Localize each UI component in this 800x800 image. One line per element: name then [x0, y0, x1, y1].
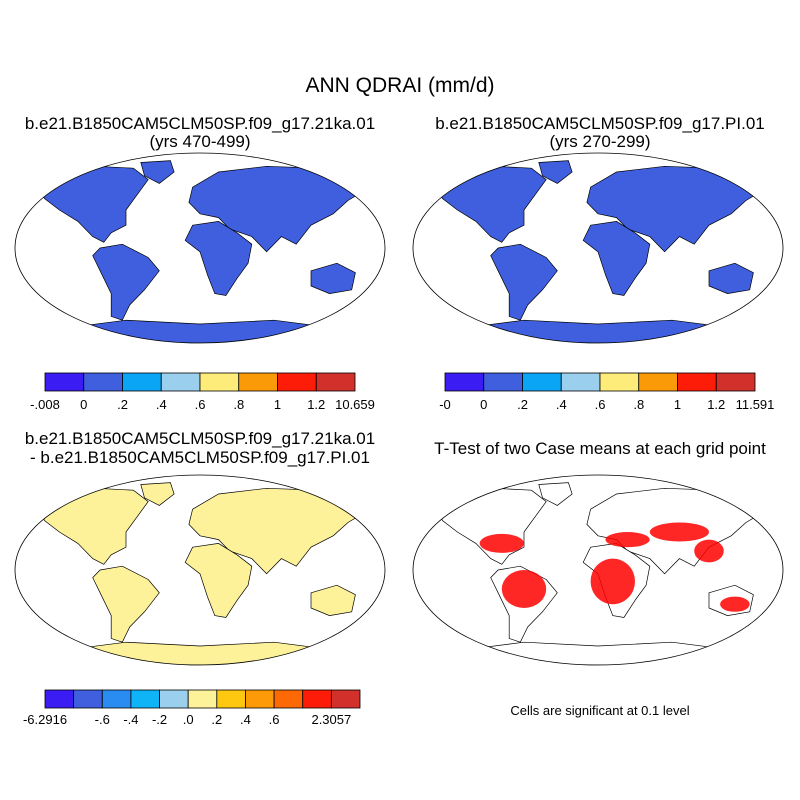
colorbar-3-box — [330, 689, 361, 709]
colorbar-3-box — [302, 689, 332, 709]
panel3-title: b.e21.B1850CAM5CLM50SP.f09_g17.21ka.01 — [24, 429, 376, 448]
map2-land-south-america — [490, 243, 558, 321]
colorbar-1-label: .8 — [233, 397, 244, 412]
colorbar-2-label: .8 — [633, 397, 644, 412]
map2-panel — [412, 152, 784, 344]
map3-land-australia — [310, 584, 356, 616]
significance-note: Cells are significant at 0.1 level — [510, 703, 690, 718]
colorbar-1-label: 1.2 — [307, 397, 325, 412]
colorbar-2-label: .2 — [517, 397, 528, 412]
map2-land-africa — [582, 221, 651, 296]
colorbar-1-box — [160, 372, 201, 392]
map3-land-africa — [184, 543, 253, 618]
map2-land-north-america — [434, 165, 547, 243]
colorbar-3-box — [273, 689, 304, 709]
panel2-subtitle: (yrs 270-299) — [549, 132, 651, 151]
colorbar-1-label: 10.659 — [335, 397, 375, 412]
colorbar-2-box — [560, 372, 601, 392]
colorbar-3-box — [130, 689, 160, 709]
colorbar-2-label: 0 — [480, 397, 487, 412]
colorbar-1: -.008 0 .2 .4 .6 .8 1 1.2 10.659 — [30, 372, 375, 412]
colorbar-2-label: .6 — [595, 397, 606, 412]
colorbar-3-label: -6.2916 — [23, 712, 67, 727]
map1-land-greenland — [140, 160, 175, 184]
map1-panel — [14, 152, 386, 344]
colorbar-3-label: -.2 — [152, 712, 167, 727]
colorbar-1-label: .6 — [195, 397, 206, 412]
colorbar-3-box — [216, 689, 246, 709]
colorbar-3-label: .0 — [183, 712, 194, 727]
colorbar-3-box — [159, 689, 189, 709]
colorbar-2-box — [444, 372, 485, 392]
colorbar-2: -0 0 .2 .4 .6 .8 1 1.2 11.591 — [439, 372, 775, 412]
colorbar-3-label: .4 — [240, 712, 251, 727]
map1-land-africa — [184, 221, 253, 296]
map2-land-australia — [708, 262, 754, 294]
colorbar-1-box — [277, 372, 317, 392]
colorbar-1-label: .2 — [117, 397, 128, 412]
colorbar-3-box — [187, 689, 218, 709]
colorbar-1-label: 0 — [80, 397, 87, 412]
colorbar-1-box — [238, 372, 278, 392]
colorbar-1-box — [315, 372, 356, 392]
colorbar-2-label: -0 — [439, 397, 451, 412]
map3-land-greenland — [140, 482, 175, 506]
panel1-subtitle: (yrs 470-499) — [149, 132, 251, 151]
map4-land-greenland — [538, 482, 573, 506]
map3-boundary — [14, 474, 386, 666]
figure-title: ANN QDRAI (mm/d) — [305, 74, 495, 97]
map2-boundary — [412, 152, 784, 344]
colorbar-3-label: 2.3057 — [311, 712, 351, 727]
colorbar-3-label: .2 — [211, 712, 222, 727]
colorbar-2-label: 11.591 — [736, 397, 775, 412]
colorbar-1-box — [122, 372, 162, 392]
map1-land-north-america — [36, 165, 149, 243]
colorbar-2-box — [522, 372, 562, 392]
significant-cells — [479, 522, 750, 612]
colorbar-2-box — [715, 372, 756, 392]
map1-boundary — [14, 152, 386, 344]
colorbar-2-box — [483, 372, 523, 392]
colorbar-2-label: 1 — [674, 397, 681, 412]
colorbar-2-label: 1.2 — [707, 397, 725, 412]
colorbar-3-box — [73, 689, 103, 709]
colorbar-3-label: .6 — [269, 712, 280, 727]
colorbar-1-box — [44, 372, 85, 392]
map4-boundary — [412, 474, 784, 666]
colorbar-3-box — [101, 689, 132, 709]
colorbar-3-box — [245, 689, 275, 709]
colorbar-1-box — [199, 372, 240, 392]
map3-panel — [14, 474, 386, 666]
colorbar-2-box — [638, 372, 678, 392]
panel4-title: T-Test of two Case means at each grid po… — [434, 439, 766, 458]
colorbar-1-box — [83, 372, 123, 392]
panel1-title: b.e21.B1850CAM5CLM50SP.f09_g17.21ka.01 — [24, 114, 376, 133]
colorbar-3-box — [44, 689, 75, 709]
colorbar-2-box — [677, 372, 717, 392]
map1-land-australia — [310, 262, 356, 294]
colorbar-1-label: -.008 — [30, 397, 60, 412]
colorbar-3: -6.2916 -.6 -.4 -.2 .0 .2 .4 .6 2.3057 — [23, 689, 361, 727]
colorbar-2-box — [599, 372, 640, 392]
colorbar-3-label: -.4 — [123, 712, 138, 727]
colorbar-3-label: -.6 — [95, 712, 110, 727]
map2-land-greenland — [538, 160, 573, 184]
colorbar-2-label: .4 — [556, 397, 567, 412]
map1-land-south-america — [92, 243, 160, 321]
panel2-title: b.e21.B1850CAM5CLM50SP.f09_g17.PI.01 — [435, 114, 765, 133]
colorbar-1-label: .4 — [156, 397, 167, 412]
map3-land-north-america — [36, 487, 149, 565]
panel3-subtitle: - b.e21.B1850CAM5CLM50SP.f09_g17.PI.01 — [30, 448, 370, 467]
colorbar-1-label: 1 — [274, 397, 281, 412]
map3-land-south-america — [92, 565, 160, 643]
map4-panel — [412, 474, 784, 666]
